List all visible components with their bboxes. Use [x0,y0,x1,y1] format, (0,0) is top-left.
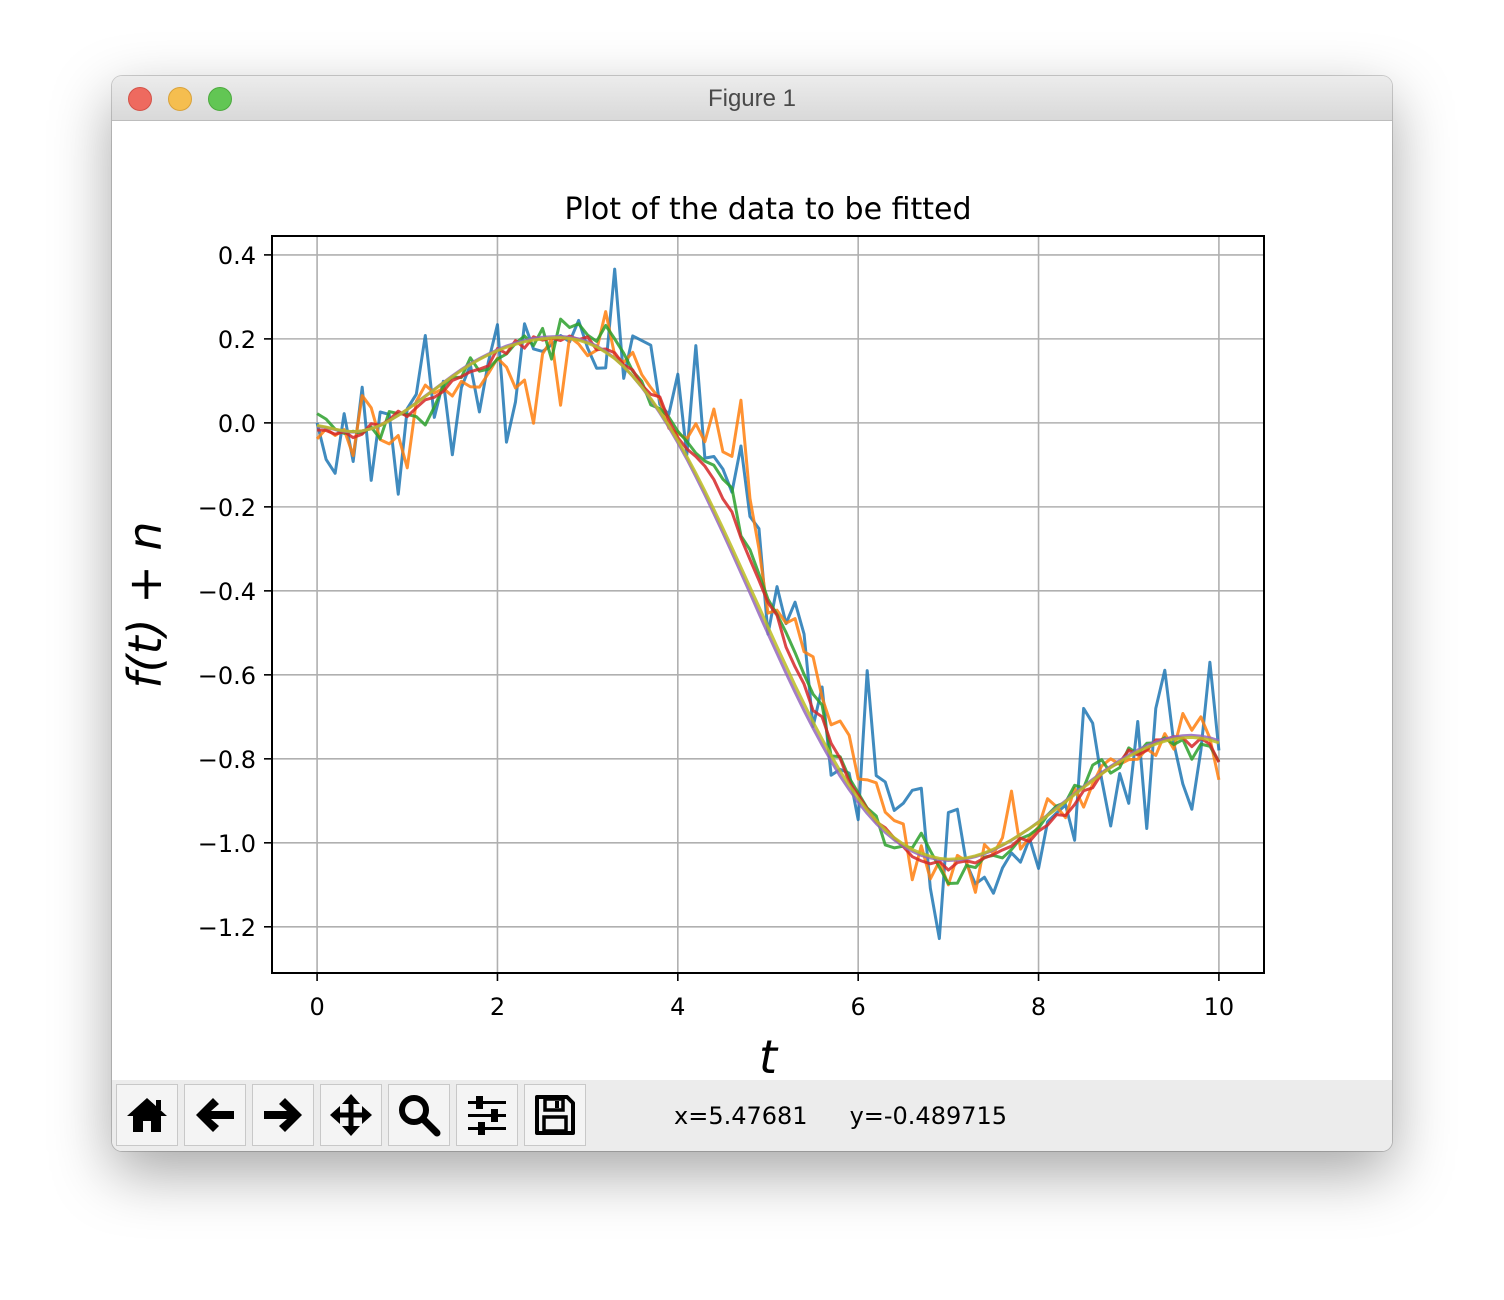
zoom-window-button[interactable] [208,87,232,111]
floppy-disk-icon [535,1095,575,1135]
y-tick-label: −0.2 [198,494,256,522]
x-tick-label: 10 [1204,993,1235,1021]
axes-frame [271,235,1265,974]
magnifier-icon [399,1095,441,1137]
arrow-left-icon [196,1098,234,1132]
home-button[interactable] [116,1084,178,1146]
window-title: Figure 1 [707,85,797,112]
back-button[interactable] [184,1084,246,1146]
ticks: 0 2 4 6 8 10 0.4 0.2 0.0 −0.2 −0.4 −0.6 −0.8 −1.0 −1.2 [198,242,1234,1021]
x-tick-label: 2 [490,993,505,1021]
series-line-4 [317,334,1221,872]
pan-button[interactable] [320,1084,382,1146]
x-tick-label: 8 [1031,993,1046,1021]
series-line-2 [315,310,1221,894]
cursor-coordinates: x=5.47681 y=-0.489715 [674,1102,1049,1130]
figure-canvas[interactable]: 0 2 4 6 8 10 0.4 0.2 0.0 −0.2 −0.4 −0.6 −0.8 −1.0 −1.2… [112,121,1392,1084]
move-icon [330,1094,372,1136]
home-icon [127,1098,167,1132]
y-tick-label: −1.2 [198,914,256,942]
x-tick-label: 6 [851,993,866,1021]
y-axis-label: f(t) + n [118,521,172,688]
series-line-6 [316,336,1220,861]
y-tick-label: 0.4 [218,242,256,270]
title-bar: Figure 1 [112,76,1392,121]
y-coordinate-readout: y=-0.489715 [849,1102,1008,1130]
minimize-window-button[interactable] [168,87,192,111]
sliders-icon [468,1096,506,1135]
y-tick-label: 0.2 [218,326,256,354]
x-coordinate-readout: x=5.47681 [674,1102,808,1130]
series-group [315,267,1221,941]
subplots-button[interactable] [456,1084,518,1146]
chart-title: Plot of the data to be fitted [564,192,971,227]
line-chart[interactable]: 0 2 4 6 8 10 0.4 0.2 0.0 −0.2 −0.4 −0.6 −0.8 −1.0 −1.2… [112,121,1392,1084]
close-window-button[interactable] [128,87,152,111]
arrow-right-icon [264,1098,302,1132]
y-tick-label: −0.4 [198,578,256,606]
figure-window: Figure 1 0 2 4 6 8 10 0.4 0.2 0.0 −0.2 −0.4 −0.6 −0.… [112,76,1392,1151]
y-tick-label: −0.8 [198,746,256,774]
x-axis-label: t [759,1030,779,1080]
zoom-button[interactable] [388,1084,450,1146]
navigation-toolbar: x=5.47681 y=-0.489715 [112,1080,1392,1151]
save-button[interactable] [524,1084,586,1146]
x-tick-label: 4 [670,993,685,1021]
x-tick-label: 0 [309,993,324,1021]
y-tick-label: −1.0 [198,830,256,858]
forward-button[interactable] [252,1084,314,1146]
y-tick-label: 0.0 [218,410,256,438]
y-tick-label: −0.6 [198,662,256,690]
